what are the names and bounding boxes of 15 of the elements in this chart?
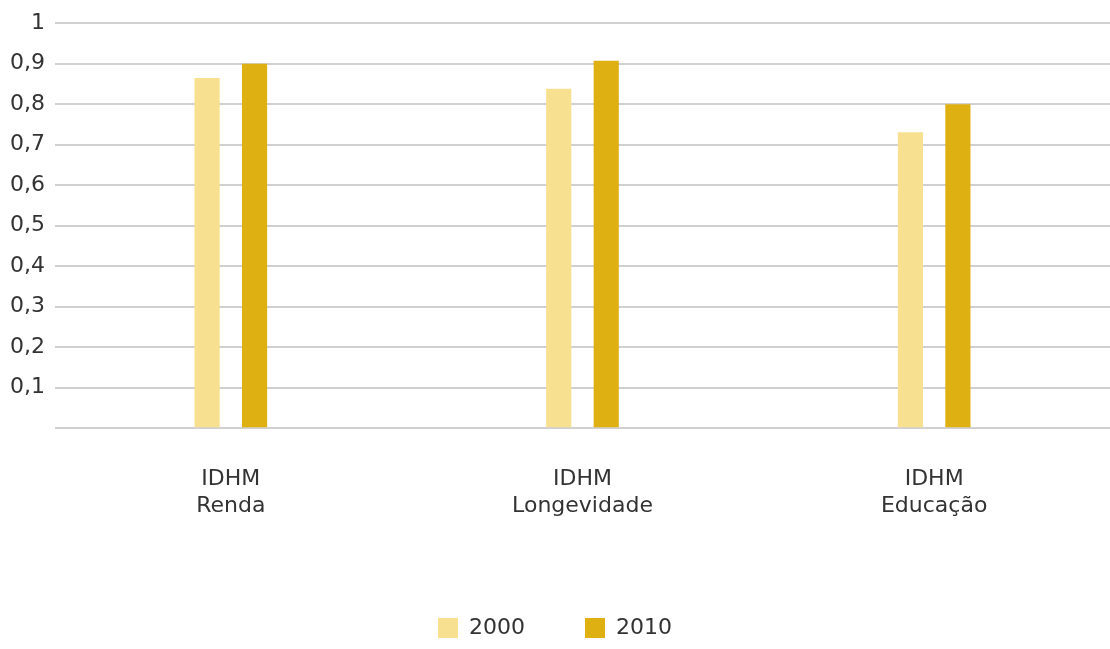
legend-label: 2010 <box>616 613 672 639</box>
y-tick-label: 0,8 <box>9 89 45 115</box>
y-tick-label: 0,4 <box>9 251 45 277</box>
y-tick-label: 0,3 <box>9 292 45 318</box>
x-tick-label: IDHM Longevidade <box>512 465 653 517</box>
x-tick-label: IDHM Renda <box>196 465 266 517</box>
y-tick-label: 0,5 <box>9 211 45 237</box>
y-tick-label: 1 <box>30 8 45 34</box>
y-tick-label: 0,9 <box>9 49 45 75</box>
y-tick-label: 0,7 <box>9 130 45 156</box>
y-tick-label: 0,2 <box>9 332 45 358</box>
y-tick-label: 0,6 <box>9 170 45 196</box>
x-tick-label: IDHM Educação <box>880 465 988 517</box>
legend-label: 2000 <box>469 613 526 639</box>
y-tick-label: 0,1 <box>9 373 45 399</box>
